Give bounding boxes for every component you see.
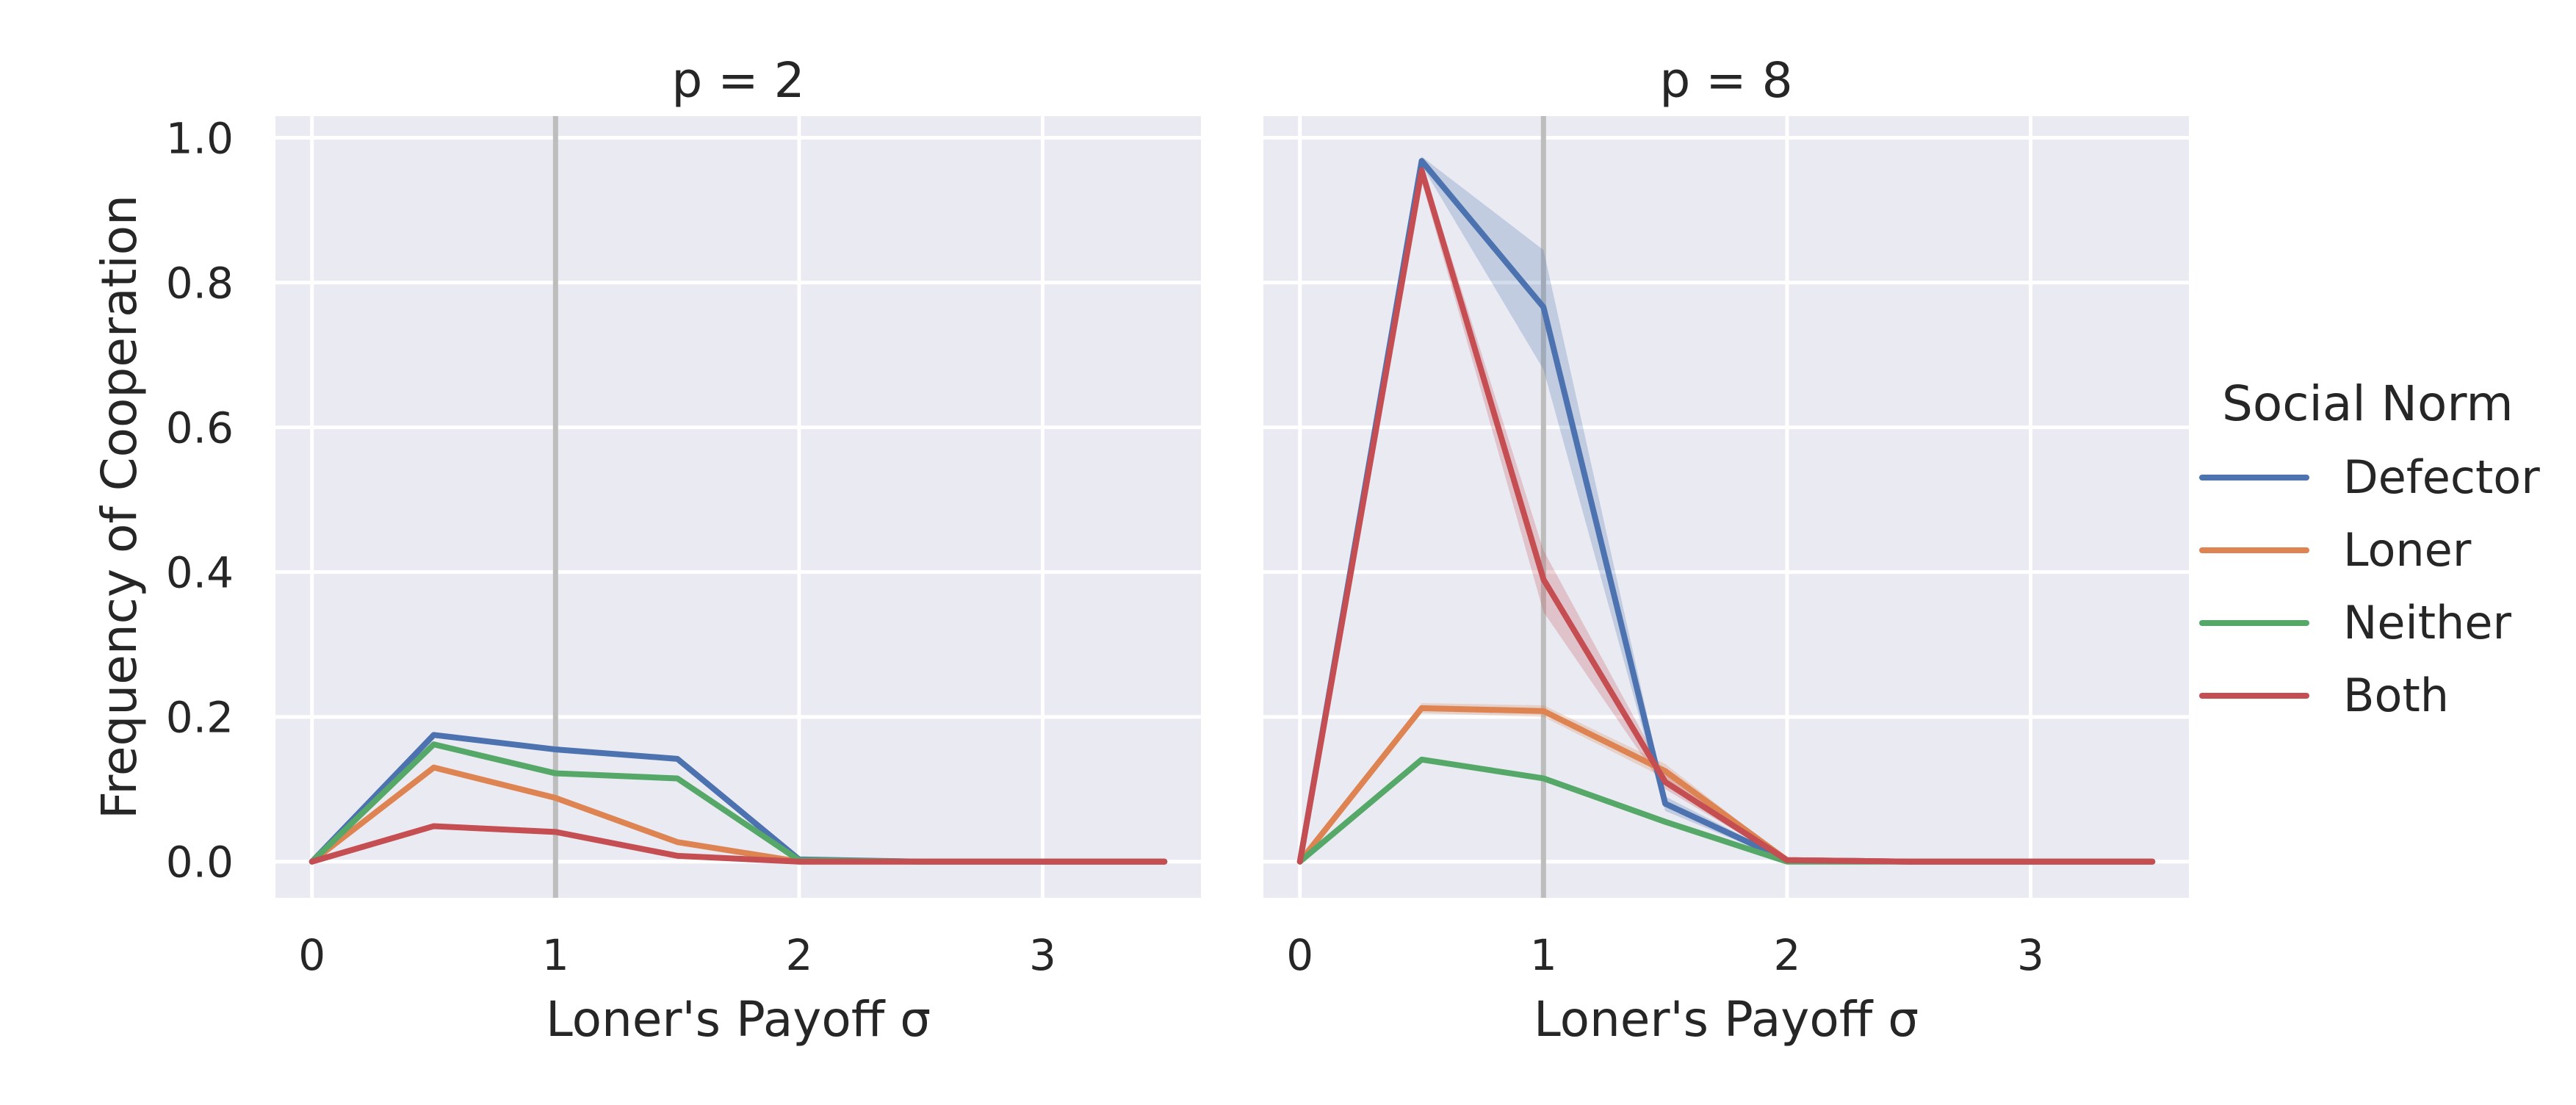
x-tick-label: 2 — [785, 930, 812, 980]
x-tick-label: 3 — [1029, 930, 1056, 980]
y-axis-label: Frequency of Cooperation — [91, 195, 148, 819]
x-tick-label: 2 — [1773, 930, 1800, 980]
legend-label-defector: Defector — [2343, 450, 2540, 504]
y-tick-label: 1.0 — [166, 114, 234, 164]
legend-label-loner: Loner — [2343, 523, 2472, 577]
x-axis-label: Loner's Payoff σ — [1534, 991, 1919, 1048]
x-tick-label: 1 — [1530, 930, 1557, 980]
series-line-both — [309, 823, 1168, 865]
y-tick-label: 0.2 — [166, 693, 234, 743]
panel-title: p = 2 — [671, 52, 804, 109]
x-axis-label: Loner's Payoff σ — [546, 991, 931, 1048]
x-tick-label: 0 — [298, 930, 325, 980]
legend-label-neither: Neither — [2343, 596, 2511, 649]
y-tick-label: 0.4 — [166, 548, 234, 598]
legend-label-both: Both — [2343, 669, 2449, 722]
x-tick-label: 1 — [542, 930, 569, 980]
y-tick-label: 0.6 — [166, 403, 234, 453]
x-tick-label: 3 — [2017, 930, 2044, 980]
y-tick-label: 0.0 — [166, 838, 234, 888]
series-line-both — [1296, 167, 2156, 865]
x-tick-label: 0 — [1286, 930, 1313, 980]
legend-title: Social Norm — [2222, 375, 2514, 432]
panel-1: 0 1 2 3 0.0 0.2 0.4 0.6 0.8 1.0 p = 2 Loner's Payof… — [166, 52, 1201, 1048]
panel-title: p = 8 — [1659, 52, 1792, 109]
y-tick-label: 0.8 — [166, 259, 234, 309]
plot-background — [1263, 116, 2189, 898]
panel-2: 0 1 2 3 p = 8 Loner's Payoff σ — [1263, 52, 2189, 1048]
legend: Social Norm Defector Loner Neither Both — [2199, 375, 2540, 722]
